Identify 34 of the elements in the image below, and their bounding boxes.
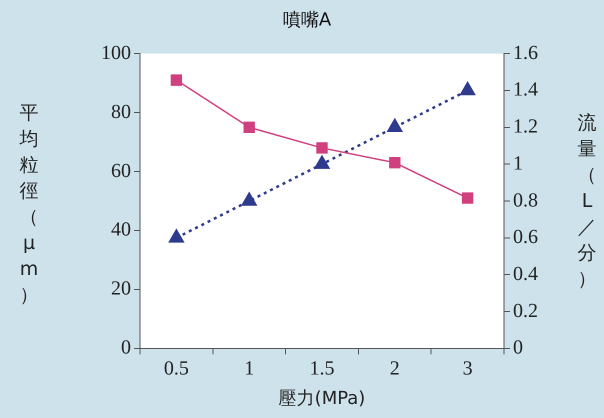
y2-tick-label: 1.2 [513, 116, 538, 138]
point [387, 119, 402, 132]
point [389, 156, 400, 168]
point [170, 74, 182, 86]
y2-axis-title: 流量（L／分） [576, 111, 598, 292]
y-tick-label: 20 [111, 278, 131, 300]
y-tick-label: 40 [111, 218, 131, 241]
point [242, 192, 257, 206]
point [169, 230, 184, 243]
point [460, 82, 475, 96]
y-tick-label: 100 [101, 42, 131, 64]
chart-title: 噴嘴A [282, 9, 332, 30]
y-axis-title: 平均粒徑（μm） [18, 101, 40, 308]
y2-tick-label: 0.6 [513, 226, 538, 248]
x-tick-label: 0.5 [164, 358, 189, 380]
y2-tick-label: 0.4 [513, 262, 538, 285]
y2-tick-label: 0.2 [513, 300, 538, 322]
point [314, 156, 330, 169]
x-tick-label: 3 [462, 358, 473, 380]
y-tick-label: 80 [111, 100, 131, 123]
y-tick-label: 60 [111, 160, 131, 182]
point [316, 142, 328, 154]
x-tick-label: 1 [244, 358, 254, 380]
y2-tick-label: 0.8 [513, 189, 538, 212]
y2-tick-label: 1 [513, 152, 523, 174]
x-tick-label: 1.5 [310, 358, 334, 380]
x-tick-label: 2 [390, 358, 400, 380]
point [244, 122, 255, 133]
y2-tick-label: 1.6 [513, 42, 538, 64]
x-axis-title: 壓力(MPa) [278, 388, 366, 409]
y2-tick-label: 1.4 [513, 78, 538, 101]
y2-tick-label: 0 [513, 336, 523, 359]
y-tick-label: 0 [121, 336, 131, 359]
point [462, 192, 474, 204]
